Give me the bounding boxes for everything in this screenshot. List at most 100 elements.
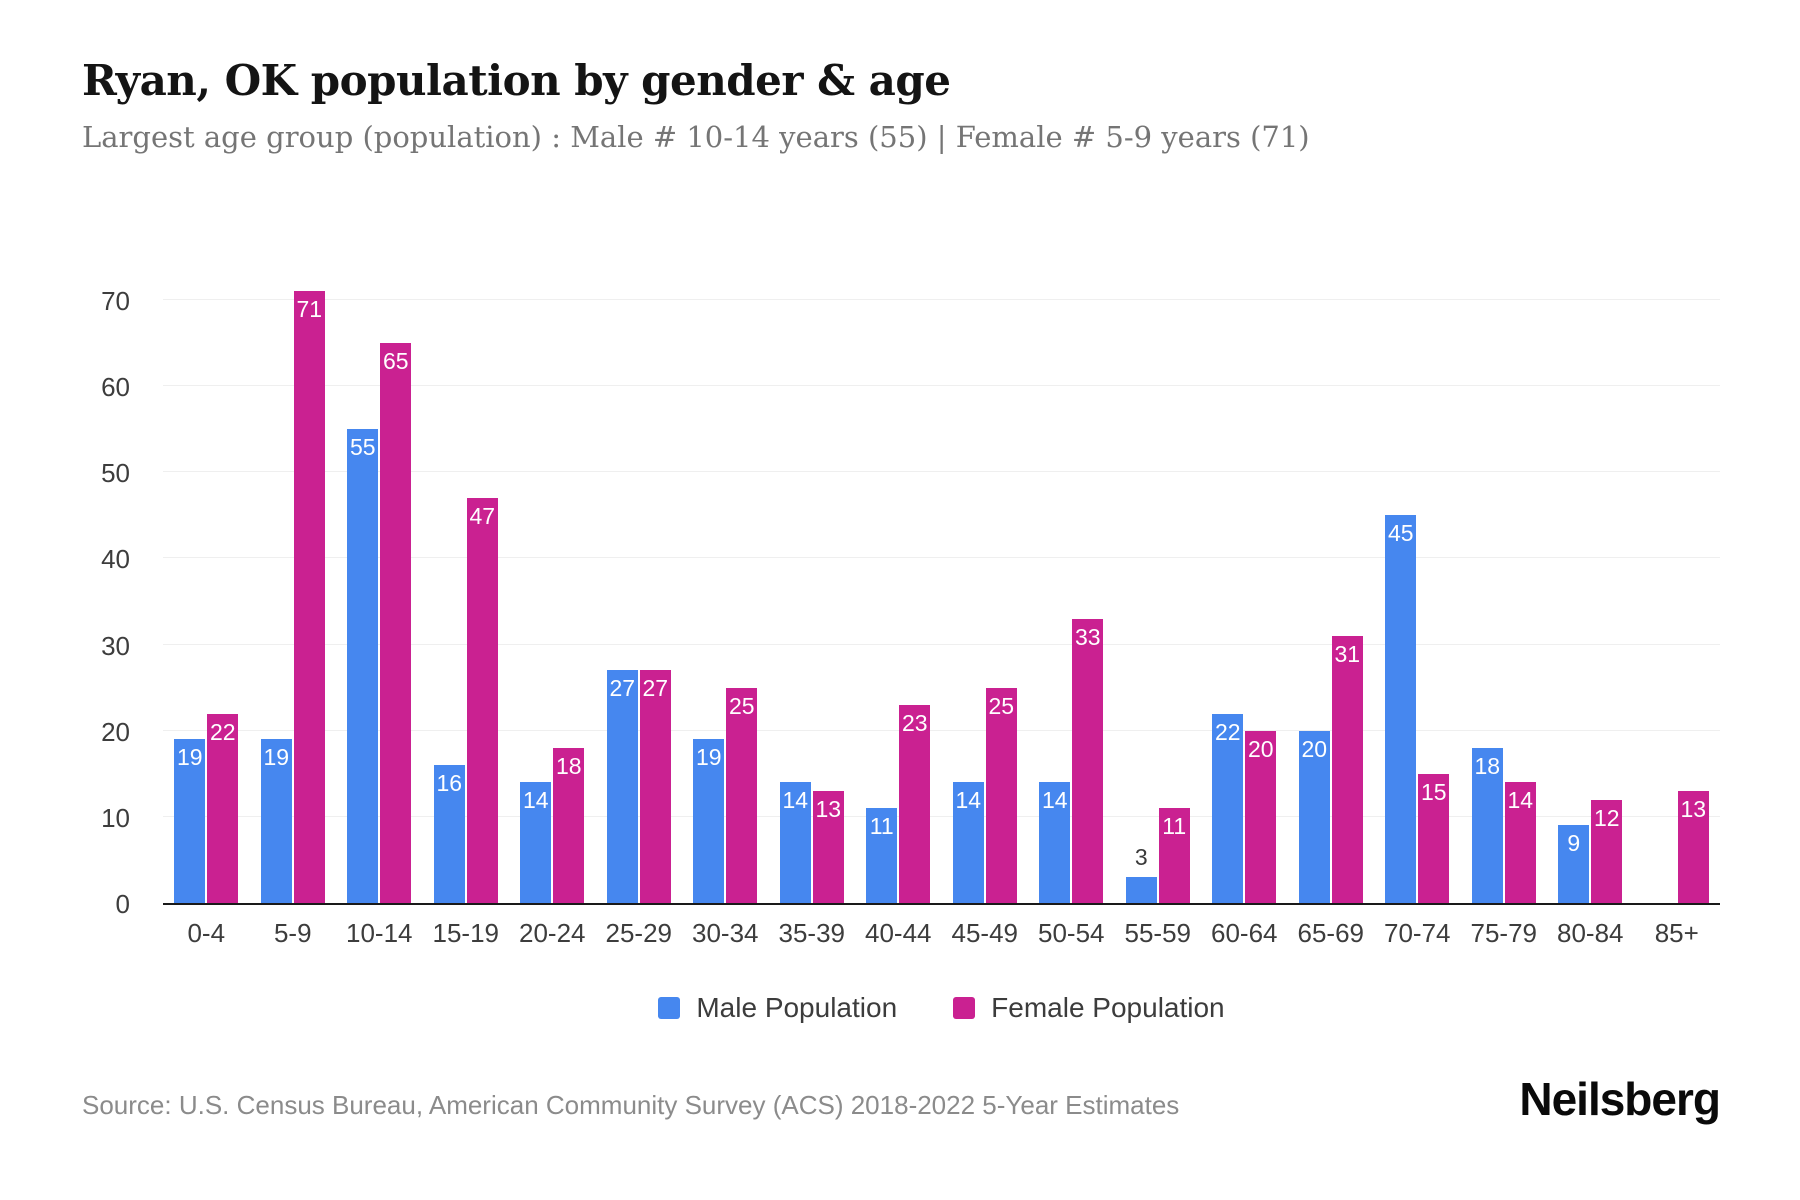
gridline-y-10: [163, 815, 1720, 817]
bar-male-70-74: [1385, 515, 1417, 903]
y-tick-label-40: 40: [101, 544, 130, 575]
x-tick-label-25-29: 25-29: [605, 918, 673, 948]
legend-swatch-icon: [953, 997, 976, 1019]
legend-label: Female Population: [991, 992, 1225, 1023]
bar-value-male-55-59: 3: [1134, 844, 1148, 871]
bar-female-25-29: [639, 670, 671, 903]
x-tick-label-15-19: 15-19: [432, 918, 500, 948]
bar-male-80-84: [1558, 825, 1590, 903]
bar-group-85+: 13: [1634, 268, 1721, 903]
y-tick-label-30: 30: [101, 630, 130, 661]
y-tick-label-0: 0: [115, 889, 130, 919]
bar-value-female-25-29: 27: [642, 675, 669, 702]
bar-female-65-69: [1331, 635, 1363, 903]
y-tick-label-10: 10: [101, 802, 130, 833]
x-tick-label-45-49: 45-49: [951, 918, 1019, 948]
bar-group-5-9: 19 71: [250, 268, 337, 903]
plot-area: 19 22 19 71 55 65 16 47 14 18 27 27 19 25 14 13 11 23 14 25…: [163, 268, 1720, 905]
chart-title: Ryan, OK population by gender & age: [82, 56, 951, 105]
bar-male-15-19: [433, 765, 465, 903]
bar-value-female-65-69: 31: [1334, 640, 1361, 667]
bar-group-60-64: 22 20: [1201, 268, 1288, 903]
bar-value-female-30-34: 25: [728, 692, 755, 719]
bar-female-60-64: [1245, 730, 1277, 903]
bar-value-male-0-4: 19: [176, 744, 203, 771]
y-tick-label-50: 50: [101, 458, 130, 489]
bar-value-female-55-59: 11: [1162, 813, 1187, 840]
bar-male-65-69: [1298, 730, 1330, 903]
bar-female-75-79: [1504, 782, 1536, 903]
bar-group-25-29: 27 27: [596, 268, 683, 903]
y-tick-label-20: 20: [101, 716, 130, 747]
bar-female-40-44: [899, 704, 931, 903]
legend-swatch-icon: [658, 997, 681, 1019]
bar-male-60-64: [1212, 713, 1244, 903]
bar-value-female-10-14: 65: [382, 348, 409, 375]
y-axis-labels: 0 10 20 30 40 50 60 70: [0, 268, 148, 919]
gridline-y-20: [163, 729, 1720, 731]
bar-group-40-44: 11 23: [855, 268, 942, 903]
bar-value-male-25-29: 27: [609, 675, 636, 702]
gridline-y-70: [163, 299, 1720, 300]
x-tick-label-70-74: 70-74: [1384, 918, 1451, 948]
source-attribution: Source: U.S. Census Bureau, American Com…: [82, 1090, 1180, 1120]
bar-value-female-35-39: 13: [815, 796, 842, 823]
bar-value-male-70-74: 45: [1387, 520, 1414, 547]
bar-value-male-45-49: 14: [955, 787, 982, 814]
gridline-y-40: [163, 557, 1720, 559]
bar-group-50-54: 14 33: [1028, 268, 1115, 903]
x-tick-label-20-24: 20-24: [519, 918, 586, 948]
bar-group-15-19: 16 47: [423, 268, 510, 903]
gridline-y-30: [163, 643, 1720, 645]
bar-value-female-85+: 13: [1680, 796, 1707, 823]
bar-group-70-74: 45 15: [1374, 268, 1461, 903]
bar-female-20-24: [553, 747, 585, 903]
x-tick-label-40-44: 40-44: [865, 918, 932, 948]
bar-female-5-9: [293, 291, 325, 903]
bar-value-female-70-74: 15: [1420, 778, 1447, 805]
bar-group-30-34: 19 25: [682, 268, 769, 903]
bar-value-male-30-34: 19: [695, 744, 722, 771]
bar-male-50-54: [1039, 782, 1071, 903]
bar-value-female-75-79: 14: [1507, 787, 1534, 814]
x-tick-label-30-34: 30-34: [692, 918, 759, 948]
bar-female-30-34: [726, 687, 758, 903]
x-tick-label-10-14: 10-14: [346, 918, 413, 948]
bar-female-15-19: [466, 498, 498, 903]
bar-group-80-84: 9 12: [1547, 268, 1634, 903]
bar-group-0-4: 19 22: [163, 268, 250, 903]
bar-female-50-54: [1072, 618, 1104, 903]
chart-legend: Male Population Female Population: [163, 992, 1720, 1024]
x-tick-label-0-4: 0-4: [187, 918, 226, 948]
gridline-y-60: [163, 385, 1720, 387]
bar-value-female-50-54: 33: [1074, 623, 1101, 650]
bar-value-male-35-39: 14: [782, 787, 809, 814]
legend-item-male[interactable]: Male Population: [658, 992, 897, 1024]
x-tick-label-5-9: 5-9: [273, 918, 312, 948]
bar-group-10-14: 55 65: [336, 268, 423, 903]
bar-value-female-40-44: 23: [901, 709, 928, 736]
bar-female-35-39: [812, 791, 844, 903]
bar-male-5-9: [260, 739, 292, 903]
bar-female-0-4: [207, 713, 239, 903]
x-tick-label-80-84: 80-84: [1557, 918, 1624, 948]
bar-value-female-80-84: 12: [1593, 804, 1620, 831]
bar-value-male-20-24: 14: [522, 787, 549, 814]
bar-value-male-10-14: 55: [349, 434, 376, 461]
bar-female-55-59: [1158, 808, 1190, 903]
y-tick-label-70: 70: [101, 286, 130, 316]
bar-group-20-24: 14 18: [509, 268, 596, 903]
bar-value-female-20-24: 18: [555, 752, 582, 779]
bar-value-male-50-54: 14: [1041, 787, 1068, 814]
bar-value-female-15-19: 47: [469, 503, 496, 530]
bar-value-male-65-69: 20: [1301, 735, 1328, 762]
bar-male-40-44: [866, 808, 898, 903]
bar-value-male-15-19: 16: [436, 770, 463, 797]
bar-value-female-60-64: 20: [1247, 735, 1274, 762]
legend-item-female[interactable]: Female Population: [953, 992, 1225, 1024]
bar-male-35-39: [779, 782, 811, 903]
bar-female-45-49: [985, 687, 1017, 903]
brand-logo: Neilsberg: [1519, 1073, 1721, 1125]
bar-female-85+: [1677, 791, 1709, 903]
bar-male-45-49: [952, 782, 984, 903]
